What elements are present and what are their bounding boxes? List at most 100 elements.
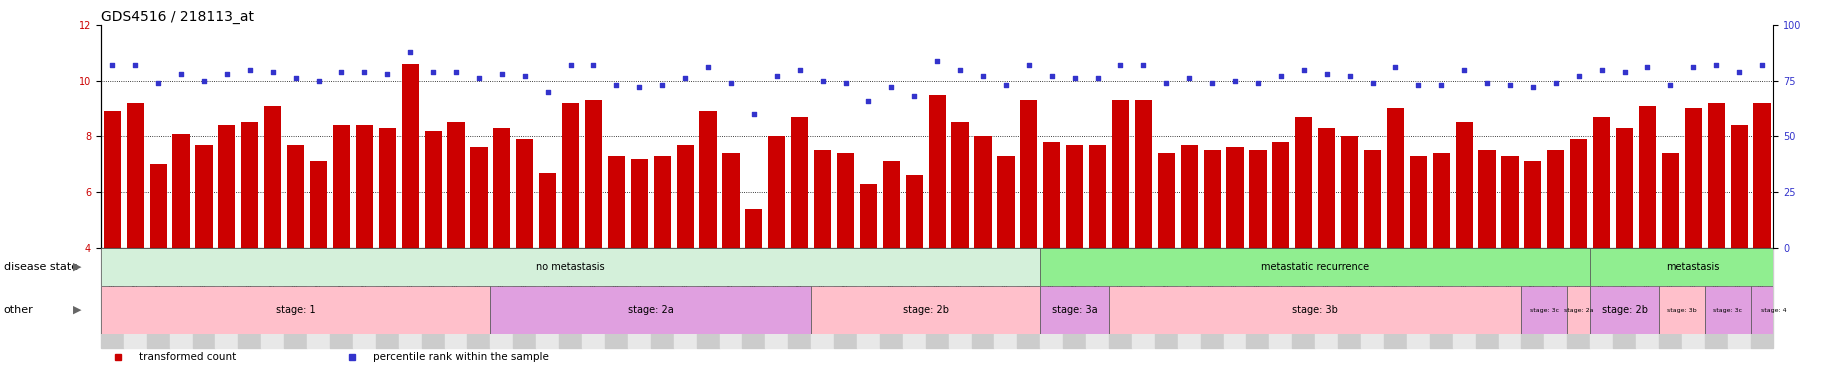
Point <box>763 73 792 79</box>
Bar <box>1478 150 1497 248</box>
Bar <box>631 159 647 248</box>
Point <box>602 82 631 88</box>
Bar <box>926 248 948 348</box>
Bar <box>1524 161 1542 248</box>
Point <box>235 66 264 73</box>
Bar <box>811 286 1040 334</box>
Bar <box>127 103 143 248</box>
Bar <box>1089 145 1106 248</box>
Bar <box>1432 153 1451 248</box>
Bar <box>196 145 213 248</box>
Bar <box>1616 128 1632 248</box>
Bar <box>218 125 235 248</box>
Text: stage: 2a: stage: 2a <box>627 305 673 315</box>
Bar <box>1040 248 1064 348</box>
Text: ▶: ▶ <box>73 305 81 315</box>
Bar <box>422 248 444 348</box>
Bar <box>1018 248 1040 348</box>
Text: disease state: disease state <box>4 262 77 272</box>
Bar <box>468 248 490 348</box>
Bar <box>1110 248 1132 348</box>
Bar <box>1522 248 1544 348</box>
Bar <box>447 122 464 248</box>
Bar <box>242 122 259 248</box>
Bar <box>814 150 831 248</box>
Bar <box>288 145 304 248</box>
Bar <box>719 248 743 348</box>
Point <box>739 111 768 117</box>
Bar <box>994 248 1018 348</box>
Point <box>831 80 860 86</box>
Bar <box>1662 153 1678 248</box>
Bar <box>607 156 625 248</box>
Bar <box>101 248 1040 286</box>
Bar <box>1227 147 1243 248</box>
Bar <box>1315 248 1339 348</box>
Bar <box>789 248 811 348</box>
Bar <box>105 111 121 248</box>
Bar <box>605 248 627 348</box>
Bar <box>561 103 580 248</box>
Bar <box>1020 100 1038 248</box>
Point <box>1449 66 1478 73</box>
Bar <box>1111 100 1130 248</box>
Bar <box>1707 103 1724 248</box>
Bar <box>1660 286 1706 334</box>
Bar <box>653 156 671 248</box>
Bar <box>150 164 167 248</box>
Point <box>213 71 242 77</box>
Point <box>534 89 563 95</box>
Bar <box>882 161 900 248</box>
Bar <box>1640 106 1656 248</box>
Bar <box>1385 248 1407 348</box>
Bar <box>998 156 1014 248</box>
Bar <box>860 184 877 248</box>
Bar <box>1660 248 1682 348</box>
Bar <box>856 248 880 348</box>
Point <box>372 71 402 77</box>
Point <box>1014 62 1044 68</box>
Bar <box>172 134 189 248</box>
Point <box>1656 82 1685 88</box>
Point <box>990 82 1020 88</box>
Bar <box>398 248 422 348</box>
Bar <box>673 248 697 348</box>
Bar <box>1086 248 1110 348</box>
Text: stage: 2b: stage: 2b <box>902 305 948 315</box>
Bar <box>1590 286 1660 334</box>
Bar <box>378 128 396 248</box>
Bar <box>928 94 946 248</box>
Point <box>900 93 930 99</box>
Point <box>877 84 906 90</box>
Bar <box>238 248 260 348</box>
Bar <box>1753 103 1770 248</box>
Bar <box>1203 150 1221 248</box>
Point <box>1357 80 1387 86</box>
Bar <box>470 147 488 248</box>
Point <box>556 62 585 68</box>
Bar <box>627 248 651 348</box>
Bar <box>677 145 693 248</box>
Bar <box>444 248 468 348</box>
Point <box>396 49 425 55</box>
Bar <box>260 248 284 348</box>
Bar <box>1728 248 1751 348</box>
Point <box>945 66 974 73</box>
Point <box>350 69 380 75</box>
Point <box>1220 78 1249 84</box>
Bar <box>1476 248 1498 348</box>
Bar <box>515 139 534 248</box>
Bar <box>1456 122 1473 248</box>
Text: percentile rank within the sample: percentile rank within the sample <box>372 351 548 362</box>
Bar <box>1407 248 1431 348</box>
Bar <box>1570 139 1586 248</box>
Bar <box>1590 248 1614 348</box>
Bar <box>581 248 605 348</box>
Bar <box>1339 248 1361 348</box>
Bar <box>1751 286 1795 334</box>
Bar <box>330 248 352 348</box>
Text: ▶: ▶ <box>73 262 81 272</box>
Bar <box>539 172 556 248</box>
Bar <box>974 136 992 248</box>
Point <box>1381 64 1410 70</box>
